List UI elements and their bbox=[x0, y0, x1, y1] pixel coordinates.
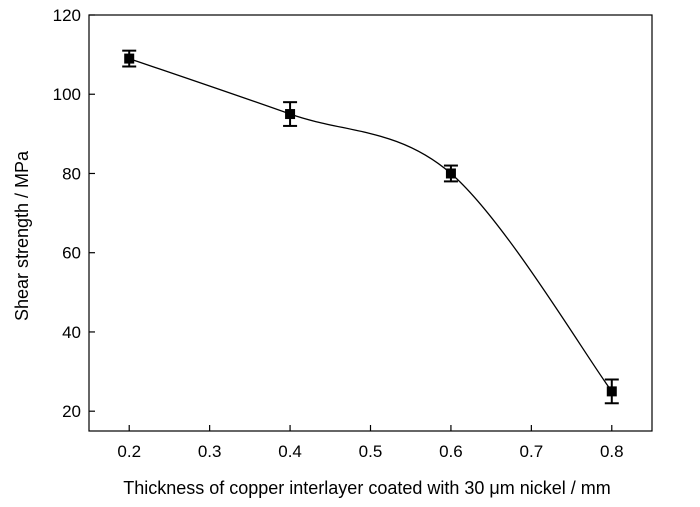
y-tick-label: 80 bbox=[62, 164, 81, 183]
y-tick-label: 120 bbox=[53, 6, 81, 25]
y-tick-label: 40 bbox=[62, 323, 81, 342]
y-tick-label: 20 bbox=[62, 402, 81, 421]
data-point bbox=[285, 109, 296, 120]
x-tick-label: 0.7 bbox=[520, 442, 544, 461]
x-tick-label: 0.4 bbox=[278, 442, 302, 461]
series-line bbox=[129, 57, 613, 392]
y-tick-label: 100 bbox=[53, 85, 81, 104]
x-tick-label: 0.5 bbox=[359, 442, 383, 461]
x-tick-label: 0.6 bbox=[439, 442, 463, 461]
data-point bbox=[606, 386, 617, 397]
x-tick-label: 0.2 bbox=[117, 442, 141, 461]
y-axis-title: Shear strength / MPa bbox=[12, 150, 32, 321]
x-axis: 0.2 0.3 0.4 0.5 0.6 0.7 0.8 bbox=[117, 425, 624, 461]
y-tick-label: 60 bbox=[62, 244, 81, 263]
x-tick-label: 0.3 bbox=[198, 442, 222, 461]
y-axis: 20 40 60 80 100 120 bbox=[53, 6, 95, 421]
data-point bbox=[445, 168, 456, 179]
x-axis-title: Thickness of copper interlayer coated wi… bbox=[123, 478, 611, 498]
data-point bbox=[124, 53, 135, 64]
x-tick-label: 0.8 bbox=[600, 442, 624, 461]
plot-frame bbox=[88, 14, 653, 432]
series-layer bbox=[122, 49, 619, 405]
